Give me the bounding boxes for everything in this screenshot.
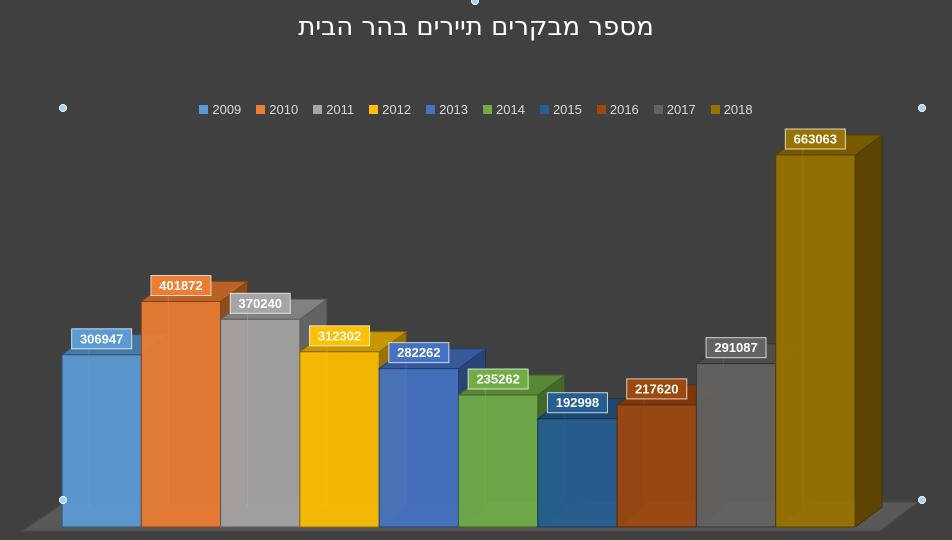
legend-swatch (256, 105, 266, 114)
data-label-2015: 192998 (546, 392, 608, 414)
data-label-2017: 291087 (705, 337, 767, 359)
svg-text:663063: 663063 (794, 132, 837, 147)
svg-text:312302: 312302 (318, 328, 361, 343)
resize-handle-left-bottom[interactable] (59, 496, 67, 504)
svg-text:217620: 217620 (635, 381, 678, 396)
data-label-2011: 370240 (229, 292, 291, 314)
legend-label: 2010 (269, 102, 299, 117)
svg-text:306947: 306947 (80, 331, 123, 346)
svg-text:235262: 235262 (476, 372, 519, 387)
svg-text:370240: 370240 (239, 296, 282, 311)
legend-swatch (426, 105, 436, 114)
legend-item-2010[interactable]: 2010 (256, 102, 298, 117)
chart-legend: 2009 2010 2011 2012 2013 2014 2015 2016 2017 2018 (0, 102, 952, 117)
legend-label: 2012 (382, 102, 412, 117)
legend-swatch (539, 105, 549, 114)
legend-label: 2011 (326, 102, 355, 117)
legend-swatch (369, 105, 379, 114)
legend-label: 2015 (552, 102, 582, 117)
legend-swatch (313, 105, 323, 114)
legend-item-2009[interactable]: 2009 (199, 102, 241, 117)
chart-title: מספר מבקרים תיירים בהר הבית (298, 12, 654, 42)
legend-label: 2009 (212, 102, 242, 117)
data-label-2016: 217620 (626, 378, 688, 400)
legend-item-2017[interactable]: 2017 (653, 102, 696, 117)
legend-swatch (199, 105, 209, 114)
legend-label: 2014 (496, 102, 525, 117)
svg-text:401872: 401872 (159, 278, 202, 293)
legend-item-2016[interactable]: 2016 (596, 102, 639, 117)
resize-handle-left-top[interactable] (59, 104, 67, 112)
resize-handle-right-top[interactable] (918, 104, 926, 112)
data-label-2014: 235262 (467, 368, 529, 390)
legend-label: 2017 (666, 102, 696, 117)
legend-item-2018[interactable]: 2018 (710, 102, 753, 117)
data-label-2013: 282262 (388, 342, 450, 364)
data-label-2018: 663063 (784, 128, 846, 150)
data-label-2009: 306947 (71, 328, 133, 350)
legend-item-2013[interactable]: 2013 (426, 102, 468, 117)
legend-label: 2018 (723, 102, 753, 117)
legend-item-2012[interactable]: 2012 (369, 102, 411, 117)
legend-swatch (483, 105, 493, 114)
legend-item-2014[interactable]: 2014 (483, 102, 525, 117)
svg-text:291087: 291087 (714, 340, 757, 355)
resize-handle-right-bottom[interactable] (918, 496, 926, 504)
bar-2018[interactable] (774, 134, 884, 528)
legend-swatch (710, 105, 720, 114)
svg-text:192998: 192998 (556, 395, 599, 410)
legend-item-2015[interactable]: 2015 (539, 102, 582, 117)
data-label-2012: 312302 (309, 325, 371, 347)
legend-swatch (596, 105, 606, 114)
legend-item-2011[interactable]: 2011 (313, 102, 354, 117)
legend-swatch (653, 105, 663, 114)
legend-label: 2013 (439, 102, 469, 117)
svg-text:282262: 282262 (397, 345, 440, 360)
data-label-2010: 401872 (150, 275, 212, 297)
resize-handle-top[interactable] (471, 0, 479, 5)
legend-label: 2016 (609, 102, 639, 117)
